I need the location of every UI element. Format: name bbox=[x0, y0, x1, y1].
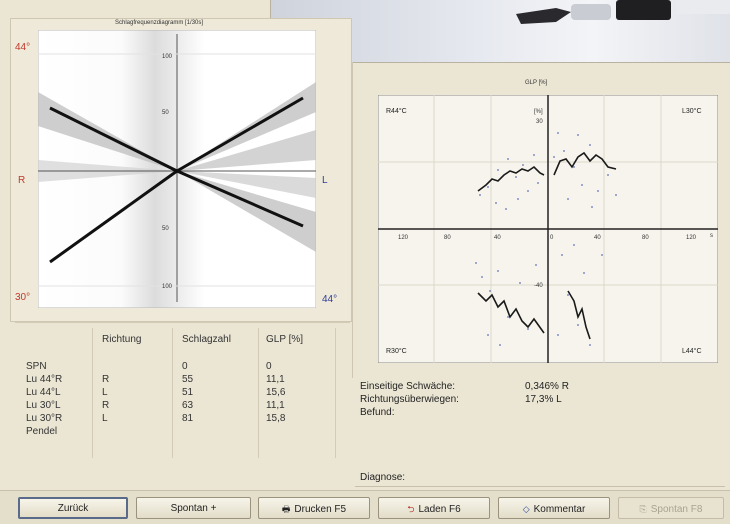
corner-bottom-left-label: 30° bbox=[15, 292, 31, 303]
row-schlagzahl: 55 bbox=[182, 374, 194, 385]
row-label: Pendel bbox=[26, 426, 58, 437]
back-button[interactable]: Zurück bbox=[18, 497, 128, 519]
glp-chart: 120 80 40 0 40 80 120 s [%] 30 -40 R44°C… bbox=[378, 95, 718, 363]
einseitige-value: 0,346% R bbox=[525, 381, 569, 392]
x-tick-40-left: 40 bbox=[494, 235, 501, 241]
row-glp: 11,1 bbox=[266, 374, 285, 385]
y-bottom-tick: -40 bbox=[534, 283, 543, 289]
row-label: Lu 30°L bbox=[26, 400, 61, 411]
y-axis-label: [%] bbox=[534, 109, 543, 115]
row-glp: 15,8 bbox=[266, 413, 286, 424]
comment-icon: ◇ bbox=[522, 504, 530, 514]
quadrant-top-right-label: L30°C bbox=[682, 107, 702, 115]
spontan-f8-button[interactable]: ⎘ Spontan F8 bbox=[618, 497, 724, 519]
einseitige-label: Einseitige Schwäche: bbox=[360, 381, 456, 392]
spontan-f8-label: Spontan F8 bbox=[650, 504, 703, 515]
y-tick-100-bottom: 100 bbox=[162, 284, 173, 290]
side-right-label: L bbox=[322, 175, 328, 186]
results-table bbox=[15, 322, 350, 489]
richtung-label: Richtungsüberwiegen: bbox=[360, 394, 459, 405]
quadrant-bottom-right-label: L44°C bbox=[682, 347, 702, 355]
print-button[interactable]: 🖶 Drucken F5 bbox=[258, 497, 370, 519]
left-chart-title: Schlagfrequenzdiagramm [1/30s] bbox=[115, 20, 204, 26]
row-label: Lu 44°L bbox=[26, 387, 61, 398]
print-label: Drucken F5 bbox=[294, 504, 347, 515]
load-label: Laden F6 bbox=[418, 504, 461, 515]
x-tick-120-right: 120 bbox=[686, 235, 697, 241]
side-left-label: R bbox=[18, 175, 26, 186]
row-label: Lu 44°R bbox=[26, 374, 63, 385]
load-button[interactable]: ⮌ Laden F6 bbox=[378, 497, 490, 519]
row-label: SPN bbox=[26, 361, 47, 372]
right-chart-title: GLP [%] bbox=[525, 80, 548, 86]
printer-icon: 🖶 bbox=[281, 504, 291, 514]
row-glp: 15,6 bbox=[266, 387, 286, 398]
spontan-icon: ⎘ bbox=[639, 504, 647, 514]
beat-frequency-chart: 100 50 50 100 bbox=[38, 30, 316, 308]
x-tick-0: 0 bbox=[550, 235, 554, 241]
spontan-plus-button[interactable]: Spontan + bbox=[136, 497, 251, 519]
corner-top-left-label: 44° bbox=[15, 42, 31, 53]
x-tick-120-left: 120 bbox=[398, 235, 409, 241]
row-schlagzahl: 51 bbox=[182, 387, 194, 398]
row-label: Lu 30°R bbox=[26, 413, 63, 424]
quadrant-bottom-left-label: R30°C bbox=[386, 347, 407, 355]
row-richtung: L bbox=[102, 413, 108, 424]
row-glp: 0 bbox=[266, 361, 272, 372]
row-richtung: L bbox=[102, 387, 108, 398]
back-button-label: Zurück bbox=[57, 503, 89, 514]
headset-image bbox=[516, 0, 730, 24]
diagnose-label: Diagnose: bbox=[360, 472, 406, 483]
spontan-plus-label: Spontan + bbox=[170, 503, 217, 514]
quadrant-top-left-label: R44°C bbox=[386, 107, 407, 115]
row-richtung: R bbox=[102, 374, 110, 385]
richtung-value: 17,3% L bbox=[525, 394, 562, 405]
load-icon: ⮌ bbox=[407, 504, 415, 514]
row-glp: 11,1 bbox=[266, 400, 285, 411]
col-header-richtung: Richtung bbox=[102, 334, 142, 345]
col-header-schlagzahl: Schlagzahl bbox=[182, 334, 231, 345]
x-tick-40-right: 40 bbox=[594, 235, 601, 241]
y-top-tick: 30 bbox=[536, 119, 543, 125]
row-schlagzahl: 81 bbox=[182, 413, 194, 424]
x-unit: s bbox=[710, 233, 713, 239]
comment-label: Kommentar bbox=[533, 504, 586, 515]
y-tick-50-top: 50 bbox=[162, 110, 169, 116]
corner-bottom-right-label: 44° bbox=[322, 294, 338, 305]
glp-panel bbox=[352, 62, 725, 378]
befund-label: Befund: bbox=[360, 407, 395, 418]
row-schlagzahl: 63 bbox=[182, 400, 194, 411]
x-tick-80-left: 80 bbox=[444, 235, 451, 241]
row-richtung: R bbox=[102, 400, 110, 411]
row-schlagzahl: 0 bbox=[182, 361, 188, 372]
x-tick-80-right: 80 bbox=[642, 235, 649, 241]
y-tick-50-bottom: 50 bbox=[162, 226, 169, 232]
comment-button[interactable]: ◇ Kommentar bbox=[498, 497, 610, 519]
y-tick-100-top: 100 bbox=[162, 54, 173, 60]
col-header-glp: GLP [%] bbox=[266, 334, 304, 345]
